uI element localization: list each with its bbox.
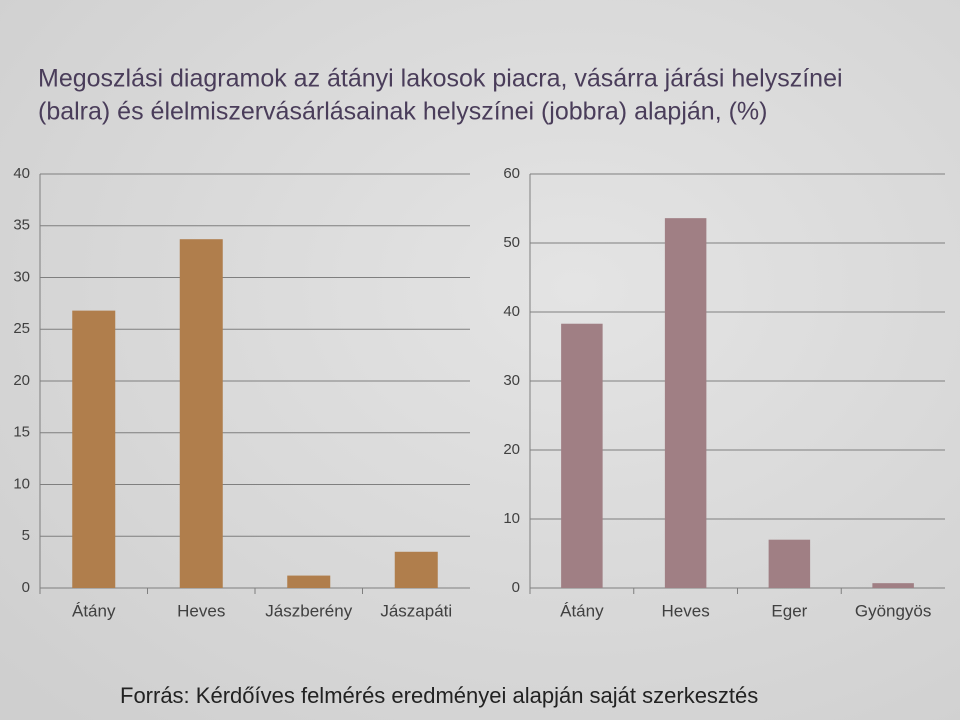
y-tick-label: 50	[503, 234, 520, 251]
x-tick-label: Heves	[662, 601, 710, 620]
x-tick-label: Heves	[177, 601, 225, 620]
bar	[561, 323, 603, 588]
x-tick-label: Eger	[771, 601, 807, 620]
bar	[768, 539, 811, 588]
x-tick-label: Jászberény	[265, 601, 352, 620]
y-tick-label: 0	[22, 579, 30, 596]
title-line: (balra) és élelmiszervásárlásainak helys…	[38, 98, 767, 126]
y-tick-label: 20	[503, 441, 520, 458]
bar	[394, 551, 438, 588]
bar	[872, 583, 914, 588]
y-tick-label: 60	[503, 165, 520, 182]
x-tick-label: Jászapáti	[380, 601, 452, 620]
y-tick-label: 35	[13, 217, 30, 234]
bar	[179, 239, 223, 588]
title-line: Megoszlási diagramok az átányi lakosok p…	[38, 65, 843, 93]
bar	[287, 575, 331, 588]
x-tick-label: Átány	[72, 601, 116, 620]
source: Forrás: Kérdőíves felmérés eredményei al…	[120, 683, 758, 708]
y-tick-label: 10	[503, 510, 520, 527]
y-tick-label: 30	[13, 268, 30, 285]
x-tick-label: Átány	[560, 601, 604, 620]
y-tick-label: 10	[13, 475, 30, 492]
bar	[664, 218, 707, 588]
y-tick-label: 40	[503, 303, 520, 320]
x-tick-label: Gyöngyös	[855, 601, 932, 620]
y-tick-label: 0	[512, 579, 520, 596]
y-tick-label: 5	[22, 527, 30, 544]
y-tick-label: 40	[13, 165, 30, 182]
y-tick-label: 30	[503, 372, 520, 389]
y-tick-label: 20	[13, 372, 30, 389]
bar	[72, 310, 116, 588]
y-tick-label: 25	[13, 320, 30, 337]
y-tick-label: 15	[13, 424, 30, 441]
